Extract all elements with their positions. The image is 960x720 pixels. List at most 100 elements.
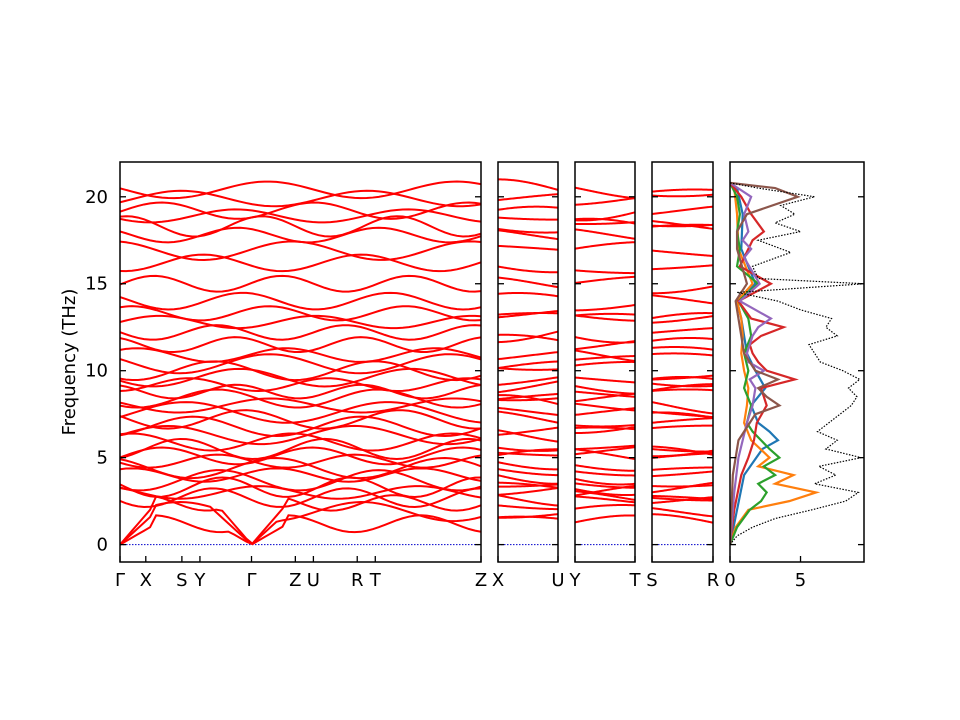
- phonon-band-line: [120, 432, 481, 452]
- phonon-band-line: [120, 469, 481, 492]
- phonon-band-line: [120, 446, 481, 466]
- phonon-band-line: [575, 275, 635, 285]
- panel-frame: [651, 161, 714, 563]
- phonon-band-line: [575, 312, 635, 317]
- kpoint-label: R: [707, 570, 720, 591]
- phonon-band-line: [652, 327, 713, 334]
- phonon-band-line: [498, 376, 558, 386]
- phonon-band-line: [498, 461, 558, 471]
- phonon-band-line: [498, 468, 558, 477]
- phonon-band-line: [575, 360, 635, 367]
- phonon-band-line: [575, 477, 635, 486]
- kpoint-label: T: [369, 570, 382, 591]
- panel-frame: [574, 161, 636, 563]
- phonon-band-line: [652, 410, 713, 419]
- phonon-band-line: [575, 514, 635, 524]
- phonon-band-line: [652, 352, 713, 357]
- phonon-band-line: [652, 294, 713, 305]
- panel-frame: [497, 161, 559, 563]
- phonon-band-line: [120, 501, 481, 546]
- phonon-band-line: [120, 291, 481, 311]
- phonon-band-line: [120, 180, 481, 200]
- phonon-band-line: [575, 197, 635, 206]
- phonon-band-line: [498, 291, 558, 298]
- phonon-band-line: [652, 375, 713, 380]
- phonon-band-line: [575, 482, 635, 489]
- kpoint-label: U: [307, 570, 320, 591]
- phonon-band-line: [652, 264, 713, 271]
- band-lines: [575, 186, 635, 546]
- phonon-band-line: [575, 490, 635, 501]
- phonon-band-line: [575, 269, 635, 275]
- kpoint-label: Z: [289, 570, 301, 591]
- phonon-band-line: [652, 382, 713, 388]
- phonon-band-line: [120, 383, 481, 400]
- phonon-band-line: [498, 360, 558, 370]
- projected-dos-curve: [730, 181, 773, 545]
- phonon-band-line: [652, 513, 713, 524]
- phonon-band-line: [498, 513, 558, 519]
- y-tick-label: 0: [97, 535, 108, 556]
- phonon-band-line: [652, 401, 713, 415]
- phonon-band-line: [652, 188, 713, 193]
- phonon-band-line: [120, 415, 481, 438]
- phonon-band-line: [498, 406, 558, 416]
- phonon-band-line: [120, 226, 481, 244]
- phonon-band-line: [120, 367, 481, 388]
- phonon-band-line: [120, 476, 481, 498]
- phonon-band-line: [575, 470, 635, 477]
- phonon-band-line: [498, 474, 558, 485]
- phonon-band-line: [498, 229, 558, 241]
- phonon-band-line: [575, 241, 635, 250]
- kpoint-label: Z: [475, 570, 487, 591]
- dos-panel-frame: [729, 161, 865, 563]
- panel-frame: [119, 161, 482, 563]
- phonon-band-line: [498, 193, 558, 202]
- phonon-band-line: [575, 402, 635, 412]
- phonon-band-line: [575, 211, 635, 222]
- y-tick-label: 15: [85, 274, 108, 295]
- phonon-band-line: [120, 215, 481, 238]
- phonon-band-line: [120, 336, 481, 354]
- phonon-band-line: [575, 376, 635, 384]
- phonon-band-line: [120, 274, 481, 293]
- phonon-band-line: [652, 388, 713, 392]
- phonon-band-line: [498, 205, 558, 211]
- phonon-band-line: [652, 205, 713, 216]
- phonon-band-line: [120, 514, 481, 546]
- phonon-band-line: [498, 333, 558, 342]
- phonon-band-line: [120, 347, 481, 363]
- total-dos-curve: [730, 182, 864, 545]
- phonon-band-line: [498, 309, 558, 319]
- phonon-band-line: [652, 496, 713, 502]
- phonon-band-line: [575, 336, 635, 344]
- phonon-band-line: [575, 495, 635, 504]
- phonon-band-line: [120, 208, 481, 224]
- dos-xtick-label: 0: [724, 570, 735, 591]
- y-axis-label: Frequency (THz): [59, 289, 80, 436]
- phonon-band-line: [120, 437, 481, 460]
- phonon-band-line: [498, 276, 558, 289]
- phonon-band-line: [498, 446, 558, 452]
- kpoint-label: T: [629, 570, 642, 591]
- phonon-band-line: [120, 240, 481, 261]
- phonon-band-line: [498, 504, 558, 511]
- kpoint-label: X: [492, 570, 504, 591]
- phonon-band-line: [498, 481, 558, 489]
- projected-dos-curve: [730, 182, 821, 545]
- phonon-band-line: [575, 464, 635, 472]
- phonon-band-line: [575, 504, 635, 510]
- phonon-band-line: [652, 417, 713, 424]
- phonon-band-line: [498, 394, 558, 406]
- phonon-band-line: [575, 186, 635, 200]
- phonon-band-line: [120, 324, 481, 341]
- phonon-band-line: [575, 349, 635, 363]
- kpoint-label: S: [646, 570, 657, 591]
- kpoint-label: Y: [569, 570, 582, 591]
- phonon-band-line: [498, 451, 558, 457]
- kpoint-label: S: [176, 570, 187, 591]
- phonon-band-line: [120, 467, 481, 483]
- phonon-band-line: [575, 390, 635, 398]
